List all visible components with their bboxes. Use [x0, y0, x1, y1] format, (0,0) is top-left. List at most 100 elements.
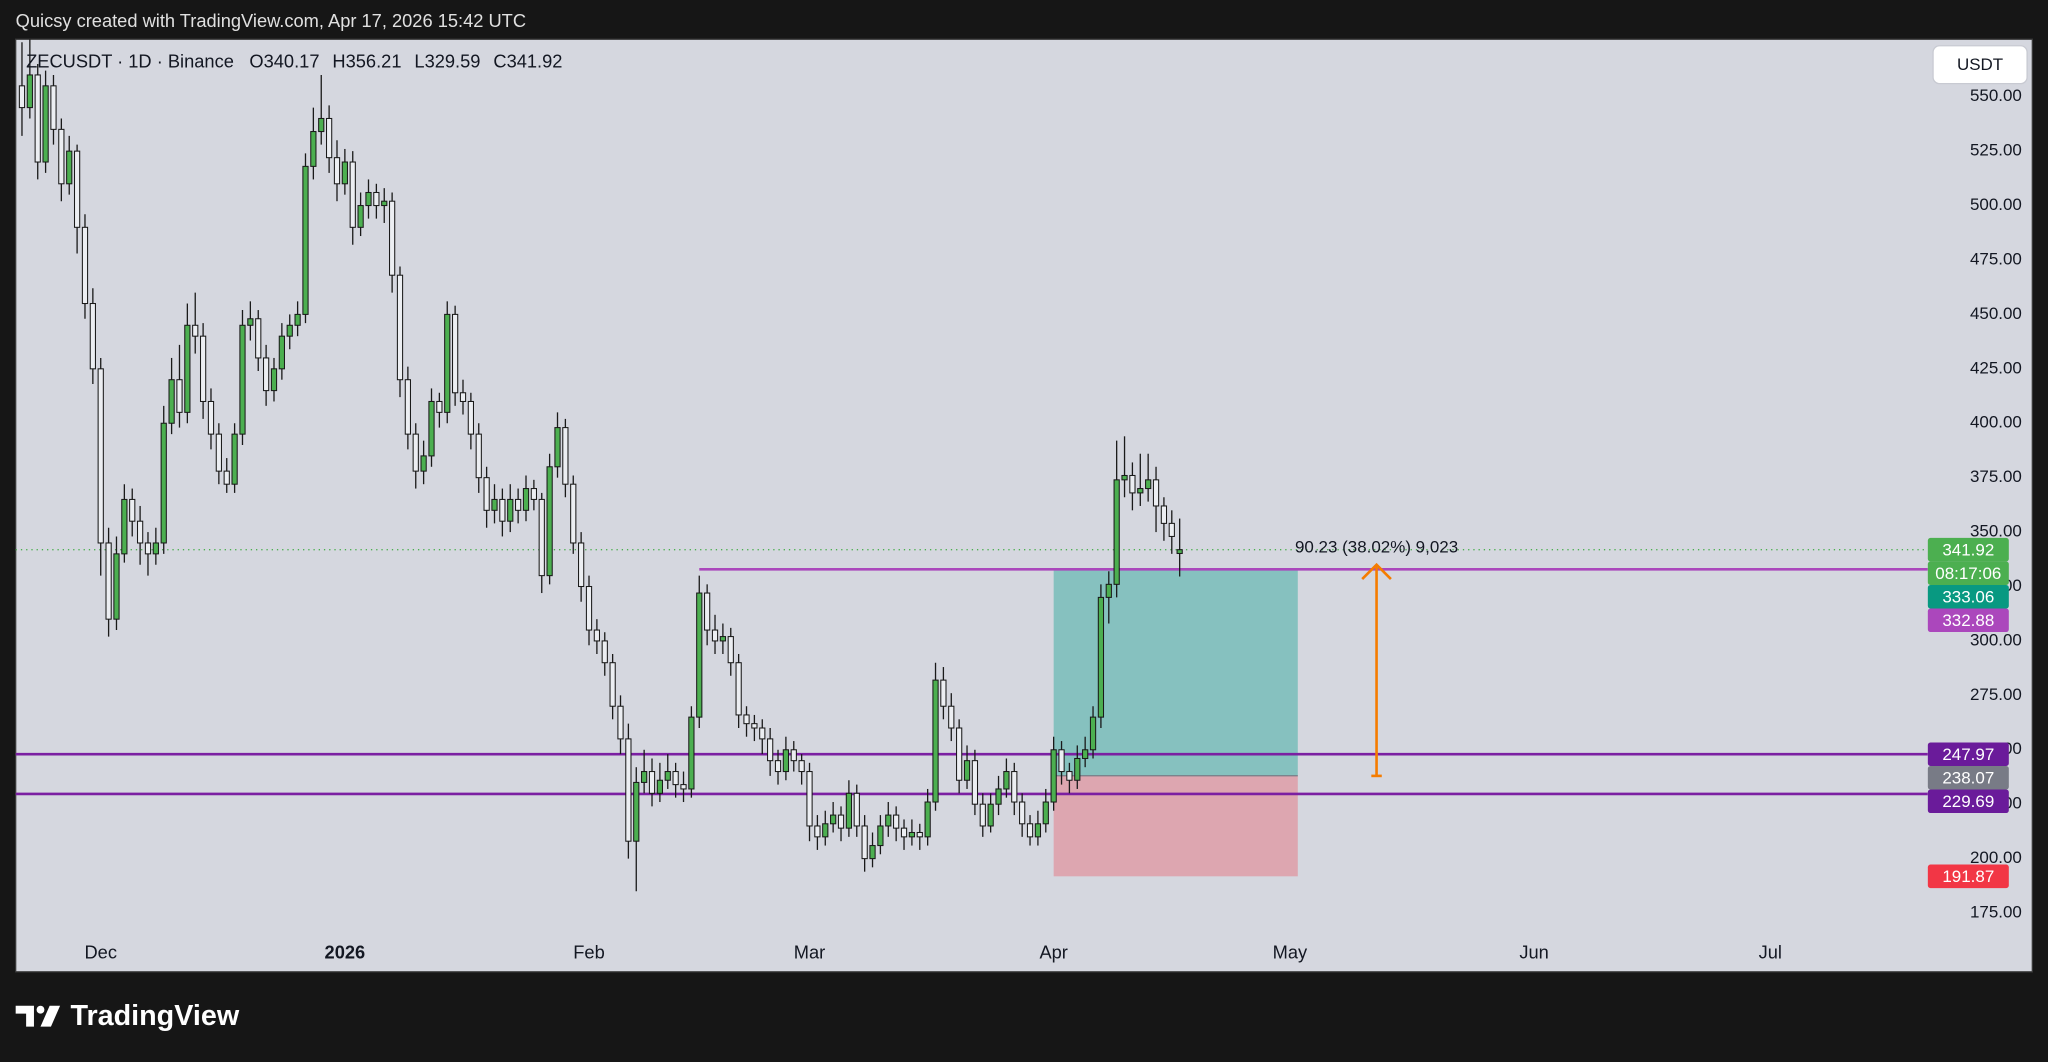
candle-body — [428, 400, 435, 457]
candle-body — [609, 662, 616, 707]
price-badge — [1927, 537, 2009, 562]
candle-body — [121, 498, 128, 555]
y-tick-label: 450.00 — [1970, 304, 2022, 323]
candle-body — [129, 498, 136, 522]
candle-body — [869, 845, 876, 860]
candle-body — [420, 455, 427, 472]
candle-body — [105, 542, 112, 620]
price-badge-label: 229.69 — [1942, 792, 1994, 811]
y-tick-label: 425.00 — [1970, 358, 2022, 377]
candle-body — [73, 150, 81, 228]
candle-body — [1066, 771, 1073, 781]
candle-body — [136, 520, 144, 544]
candle-body — [932, 679, 939, 803]
candle-body — [373, 191, 380, 207]
y-tick-label: 375.00 — [1970, 467, 2022, 486]
candle-body — [1082, 749, 1089, 760]
candle-body — [845, 792, 853, 829]
y-tick-label: 400.00 — [1970, 413, 2022, 432]
plot-area — [15, 38, 2033, 973]
logo-part — [15, 1005, 34, 1027]
y-tick-label: 300.00 — [1970, 630, 2022, 649]
candle-body — [1121, 474, 1128, 481]
candle-body — [310, 131, 317, 167]
candle-body — [184, 324, 191, 413]
price-badge — [1927, 742, 2009, 766]
candle-body — [696, 592, 703, 718]
candle-body — [388, 200, 396, 276]
candle-body — [798, 760, 805, 773]
candle-body — [475, 433, 482, 479]
candle-body — [247, 318, 254, 326]
y-tick-label: 200.00 — [1970, 848, 2022, 867]
currency-label[interactable]: USDT — [1957, 55, 2003, 74]
candle-body — [1168, 522, 1175, 537]
candle-body — [814, 825, 821, 838]
candle-body — [711, 629, 719, 642]
price-badge-label: 247.97 — [1942, 745, 1994, 764]
x-tick-label: Feb — [573, 941, 604, 962]
candle-body — [861, 825, 868, 860]
candle-body — [578, 542, 585, 588]
candle-body — [530, 488, 538, 500]
candle-body — [570, 483, 577, 544]
candle-body — [562, 427, 569, 485]
candle-body — [1152, 479, 1160, 507]
candle-body — [160, 422, 167, 544]
candle-body — [199, 335, 207, 402]
x-tick-label: 2026 — [325, 941, 366, 962]
candle-body — [215, 433, 222, 472]
candle-body — [302, 165, 309, 315]
candle-body — [853, 792, 860, 827]
legend-value: 340.17 — [264, 51, 320, 72]
header: Quicsy created with TradingView.com, Apr… — [16, 10, 526, 31]
candle-body — [774, 760, 782, 773]
plot-layer: 90.23 (38.02%) 9,023 — [15, 39, 1928, 892]
candle-body — [924, 801, 931, 838]
logo-part — [36, 1005, 45, 1014]
currency-button[interactable] — [1932, 45, 2028, 85]
candle-body — [633, 781, 640, 842]
candle-body — [585, 585, 593, 631]
y-tick-label: 525.00 — [1970, 141, 2022, 160]
candle-body — [1058, 749, 1065, 773]
candle-body — [759, 727, 766, 740]
candle-body — [1003, 771, 1010, 790]
y-tick-label: 500.00 — [1970, 195, 2022, 214]
price-badge-label: 332.88 — [1942, 611, 1994, 630]
legend-key: O — [249, 51, 263, 72]
candle-body — [499, 498, 506, 522]
candle-body — [467, 400, 474, 435]
candle-body — [719, 636, 727, 642]
candle-body — [192, 324, 199, 337]
candle-body — [1113, 479, 1120, 585]
x-tick-label: Dec — [84, 941, 116, 962]
candle-body — [42, 85, 49, 163]
candle-body — [1011, 771, 1018, 803]
candle-body — [357, 205, 364, 228]
candle-body — [743, 714, 750, 725]
candle-body — [1034, 823, 1042, 838]
candle-body — [294, 313, 301, 326]
candle-body — [239, 324, 246, 435]
candle-body — [1129, 474, 1136, 494]
legend-value: 329.59 — [425, 51, 481, 72]
candle-body — [885, 814, 892, 827]
y-tick-label: 550.00 — [1970, 86, 2022, 105]
candle-body — [672, 771, 679, 786]
candle-body — [152, 542, 159, 555]
candle-body — [1176, 549, 1183, 555]
candle-body — [735, 662, 742, 716]
candle-body — [1145, 479, 1152, 490]
price-badge-label: 341.92 — [1942, 540, 1994, 559]
candle-body — [751, 723, 758, 729]
y-tick-label: 475.00 — [1970, 249, 2022, 268]
candle-body — [97, 368, 104, 544]
candle-body — [908, 831, 916, 838]
candle-body — [144, 542, 152, 555]
candle-body — [176, 379, 183, 413]
candle-body — [617, 705, 624, 740]
candle-body — [727, 636, 734, 664]
legend-value: 341.92 — [507, 51, 563, 72]
